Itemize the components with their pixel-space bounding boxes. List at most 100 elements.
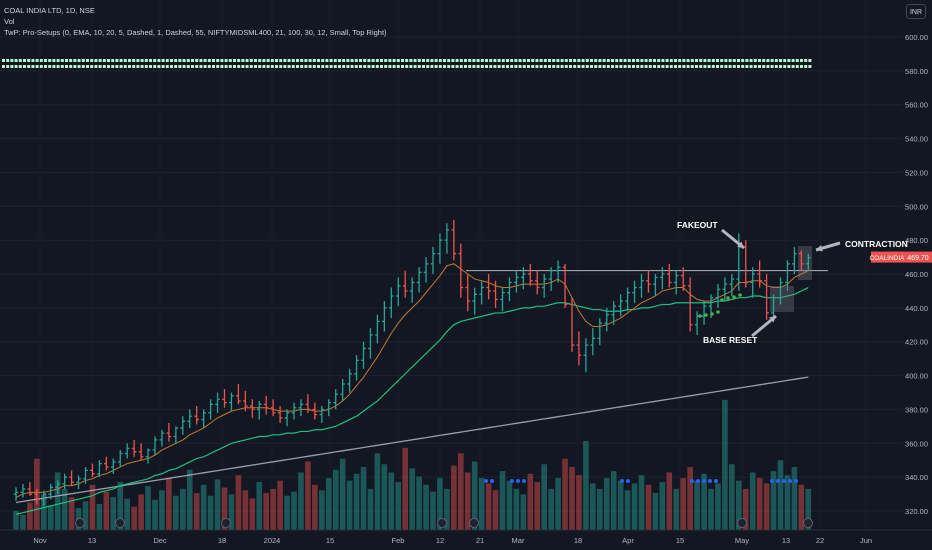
signal-dot: [342, 65, 346, 68]
volume-signal-dot: [788, 479, 792, 483]
price-bar: [263, 395, 269, 415]
signal-dot: [590, 59, 593, 62]
signal-dot: [745, 65, 749, 68]
price-bar: [514, 270, 519, 293]
signal-dot: [375, 65, 379, 68]
price-bar: [55, 480, 60, 495]
signal-dot: [81, 59, 85, 62]
signal-dot: [661, 65, 665, 68]
signal-dot: [783, 65, 787, 68]
signal-dot: [539, 59, 543, 62]
signal-dot: [275, 65, 278, 68]
signal-dot: [577, 65, 581, 68]
signal-dot: [548, 65, 551, 68]
signal-dot: [485, 65, 488, 68]
volume-signal-dot: [690, 479, 694, 483]
signal-dot: [480, 65, 484, 68]
signal-dot: [367, 65, 371, 68]
signal-dot: [388, 65, 392, 68]
signal-dot: [737, 59, 740, 62]
signal-dot: [258, 59, 262, 62]
volume-bar: [256, 482, 263, 530]
signal-dot: [338, 59, 341, 62]
volume-bar: [353, 473, 360, 530]
signal-dot: [123, 59, 127, 62]
signal-dot: [615, 65, 619, 68]
signal-dot: [35, 59, 39, 62]
signal-dot: [434, 59, 438, 62]
signal-dot: [291, 65, 295, 68]
volume-indicator-label[interactable]: Vol: [4, 17, 15, 26]
signal-dot: [266, 59, 270, 62]
price-bar: [41, 490, 47, 506]
volume-bar: [173, 495, 179, 530]
signal-dot: [510, 59, 514, 62]
signal-dot: [107, 59, 110, 62]
setup-dot: [726, 296, 730, 300]
signal-dot: [170, 59, 173, 62]
price-bar: [500, 287, 505, 312]
symbol-title[interactable]: COAL INDIA LTD, 1D, NSE: [4, 6, 95, 15]
signal-dot: [762, 59, 766, 62]
symbol-tag: [871, 251, 904, 263]
signal-dot: [527, 65, 530, 68]
signal-dot: [602, 59, 606, 62]
volume-bar: [228, 494, 235, 530]
volume-bar: [499, 471, 506, 530]
price-bar: [785, 260, 790, 291]
signal-dot: [468, 65, 472, 68]
signal-dot: [741, 65, 745, 68]
time-tick-label: Nov: [33, 536, 47, 545]
volume-signal-dot: [782, 479, 786, 483]
price-bar: [653, 274, 658, 297]
volume-moving-average-line: [15, 376, 809, 504]
signal-dot: [636, 65, 640, 68]
signal-dot: [522, 65, 526, 68]
signal-dot: [359, 59, 362, 62]
signal-dot: [560, 59, 564, 62]
time-tick-label: May: [735, 536, 749, 545]
signal-dot: [31, 59, 35, 62]
price-bar: [646, 270, 651, 293]
signal-dot: [539, 65, 543, 68]
price-bar: [583, 338, 589, 373]
signal-dot: [653, 59, 656, 62]
volume-signal-dot: [620, 479, 624, 483]
signal-dot: [543, 59, 547, 62]
signal-dot: [556, 65, 560, 68]
price-bar: [597, 318, 603, 346]
volume-bar: [652, 493, 659, 530]
currency-button[interactable]: INR: [906, 4, 926, 19]
price-bar: [250, 399, 255, 418]
signal-dot: [804, 65, 808, 68]
volume-bar: [749, 472, 756, 530]
volume-bar: [590, 483, 596, 530]
signal-dot: [510, 65, 514, 68]
signal-dot: [136, 65, 140, 68]
signal-dot: [493, 59, 497, 62]
signal-dot: [518, 59, 522, 62]
time-tick-label: Apr: [622, 536, 634, 545]
fakeout-annotation: FAKEOUT: [677, 220, 718, 230]
volume-signal-dot: [708, 479, 712, 483]
signal-dot: [443, 65, 446, 68]
volume-bar: [492, 490, 499, 530]
signal-dot: [405, 65, 409, 68]
event-marker-icon: [437, 518, 447, 528]
price-bar: [548, 267, 554, 291]
signal-dot: [745, 59, 749, 62]
volume-bar: [381, 464, 388, 530]
signal-dot: [279, 65, 283, 68]
signal-dot: [459, 59, 463, 62]
signal-dot: [501, 65, 505, 68]
signal-dot: [653, 65, 656, 68]
pro-setups-indicator-label[interactable]: TwP: Pro-Setups (0, EMA, 10, 20, 5, Dash…: [4, 28, 387, 37]
price-tick-label: 480.00: [905, 236, 928, 245]
signal-dot: [283, 59, 287, 62]
time-tick-label: 15: [326, 536, 334, 545]
time-tick-label: Mar: [512, 536, 525, 545]
price-bar: [104, 456, 109, 471]
volume-bar: [166, 477, 172, 530]
time-tick-label: 18: [574, 536, 582, 545]
